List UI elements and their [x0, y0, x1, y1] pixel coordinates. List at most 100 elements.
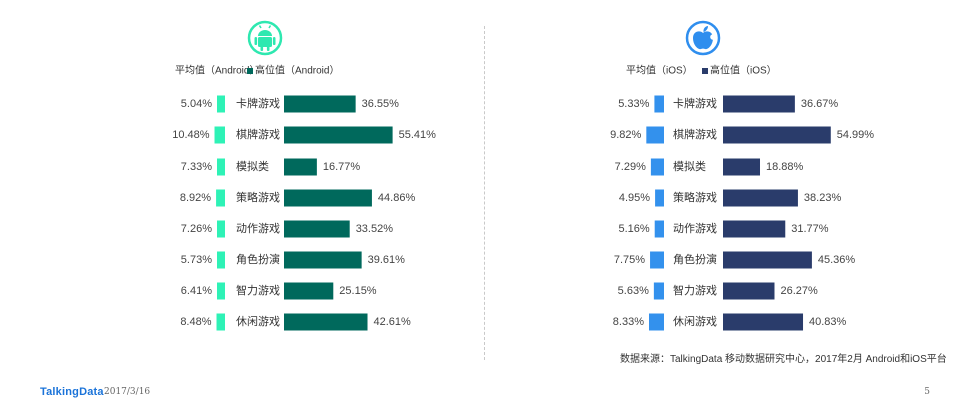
average-value-label: 7.75%: [614, 254, 645, 266]
average-bar: [214, 126, 225, 144]
average-value-label: 7.26%: [181, 223, 212, 235]
average-value-label: 10.48%: [172, 129, 210, 141]
brand-logo: TalkingData: [40, 386, 104, 398]
high-value-label: 26.27%: [780, 285, 818, 297]
legend-swatch-high: [702, 68, 708, 74]
average-bar: [216, 189, 225, 207]
high-value-label: 36.67%: [801, 98, 839, 110]
android-icon-arm: [272, 37, 276, 45]
category-label: 动作游戏: [673, 222, 717, 235]
legend-label-average: 平均值（iOS）: [626, 64, 693, 77]
average-bar: [654, 95, 664, 113]
page-number: 5: [924, 387, 930, 397]
category-label: 策略游戏: [673, 190, 717, 204]
average-value-label: 5.16%: [619, 223, 650, 235]
average-bar: [653, 282, 664, 300]
high-value-label: 33.52%: [356, 223, 394, 235]
average-value-label: 5.73%: [181, 254, 212, 266]
average-value-label: 9.82%: [610, 129, 641, 141]
average-bar: [649, 313, 664, 331]
high-bar: [723, 220, 786, 238]
category-label: 模拟类: [236, 159, 269, 173]
high-bar: [723, 282, 775, 300]
average-bar: [650, 158, 664, 176]
high-value-label: 40.83%: [809, 316, 847, 328]
android-icon-leg: [260, 46, 264, 51]
average-value-label: 6.41%: [181, 285, 212, 297]
category-label: 棋牌游戏: [673, 127, 717, 141]
apple-icon: [685, 20, 721, 56]
category-label: 休闲游戏: [673, 314, 717, 328]
average-value-label: 4.95%: [619, 192, 650, 204]
average-value-label: 5.33%: [618, 98, 649, 110]
legend-label-high: 高位值（Android）: [255, 64, 339, 77]
android-icon-antenna: [258, 25, 262, 29]
high-value-label: 44.86%: [378, 192, 416, 204]
average-bar: [217, 220, 225, 238]
average-bar: [646, 126, 664, 144]
legend-label-average: 平均值（Android）: [175, 64, 259, 77]
high-value-label: 36.55%: [362, 98, 400, 110]
source-note: 数据来源：TalkingData 移动数据研究中心，2017年2月 Androi…: [620, 354, 947, 365]
average-value-label: 8.92%: [180, 192, 211, 204]
average-bar: [217, 95, 225, 113]
category-label: 策略游戏: [236, 190, 280, 204]
high-value-label: 54.99%: [837, 129, 875, 141]
android-icon-body: [258, 37, 272, 47]
average-value-label: 7.33%: [181, 161, 212, 173]
category-label: 智力游戏: [236, 283, 280, 297]
apple-icon-shape: [693, 31, 713, 50]
average-bar: [217, 251, 225, 269]
category-label: 角色扮演: [673, 252, 717, 266]
average-bar: [216, 313, 225, 331]
high-value-label: 42.61%: [374, 316, 412, 328]
category-label: 角色扮演: [236, 252, 280, 266]
category-label: 动作游戏: [236, 222, 280, 235]
high-bar: [723, 189, 798, 207]
legend-label-high: 高位值（iOS）: [710, 64, 777, 77]
android-icon-leg: [266, 46, 270, 51]
high-value-label: 31.77%: [791, 223, 829, 235]
apple-icon-bite: [710, 34, 716, 40]
high-bar: [723, 313, 804, 331]
high-value-label: 18.88%: [766, 161, 804, 173]
high-bar: [723, 251, 812, 269]
average-bar: [217, 158, 225, 176]
high-bar: [723, 126, 831, 144]
average-bar: [655, 189, 664, 207]
high-bar: [284, 220, 350, 238]
footer-date: 2017/3/16: [104, 387, 151, 397]
average-value-label: 8.33%: [613, 316, 644, 328]
category-label: 卡牌游戏: [673, 96, 717, 110]
category-label: 模拟类: [673, 159, 706, 173]
high-bar: [284, 158, 317, 176]
category-label: 卡牌游戏: [236, 96, 280, 110]
average-bar: [650, 251, 664, 269]
android-icon-antenna: [268, 25, 272, 29]
high-value-label: 25.15%: [339, 285, 377, 297]
average-bar: [654, 220, 664, 238]
average-value-label: 7.29%: [615, 161, 646, 173]
high-bar: [284, 126, 393, 144]
category-label: 智力游戏: [673, 283, 717, 297]
apple-icon-leaf: [703, 26, 708, 32]
android-icon-arm: [254, 37, 258, 45]
high-bar: [284, 282, 334, 300]
high-bar: [723, 95, 795, 113]
android-icon-ring: [247, 20, 283, 56]
category-label: 棋牌游戏: [236, 127, 280, 141]
high-value-label: 45.36%: [818, 254, 856, 266]
average-value-label: 5.63%: [618, 285, 649, 297]
high-value-label: 55.41%: [399, 129, 437, 141]
android-icon-head: [258, 30, 272, 36]
high-value-label: 38.23%: [804, 192, 842, 204]
high-bar: [284, 251, 362, 269]
android-icon: [247, 20, 283, 56]
category-label: 休闲游戏: [236, 314, 280, 328]
apple-icon-ring: [685, 20, 721, 56]
average-bar: [217, 282, 225, 300]
panel-divider: [484, 26, 485, 360]
average-value-label: 8.48%: [180, 316, 211, 328]
